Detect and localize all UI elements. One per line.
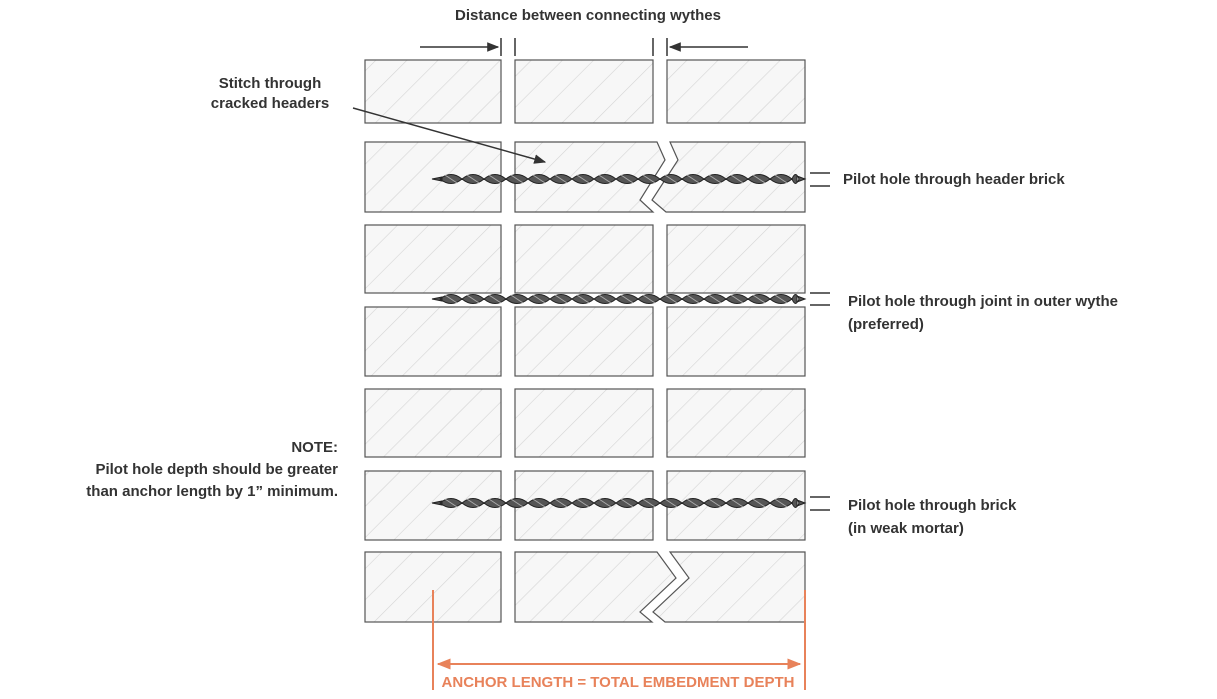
stitch-arrow — [352, 107, 547, 164]
brick-wall — [364, 59, 806, 623]
note: NOTE: — [291, 439, 338, 456]
embed-limits — [432, 590, 806, 690]
brick — [514, 59, 654, 124]
title: Distance between connecting wythes — [455, 7, 721, 24]
callout: (preferred) — [848, 316, 924, 333]
anchor-twist — [444, 294, 788, 304]
note: Pilot hole depth should be greater — [95, 461, 338, 478]
brick — [364, 306, 502, 377]
callout: Pilot hole through header brick — [843, 171, 1065, 188]
callout: Pilot hole through joint in outer wythe — [848, 293, 1118, 310]
callout: cracked headers — [211, 95, 329, 112]
anchor-twist — [444, 174, 788, 184]
helical-anchor — [431, 294, 807, 304]
brick — [514, 306, 654, 377]
pilot-dashes — [810, 172, 830, 511]
callout: (in weak mortar) — [848, 520, 964, 537]
brick — [666, 224, 806, 294]
wythe-ticks — [500, 38, 668, 56]
wythe-arrows — [420, 38, 748, 56]
anchors — [431, 174, 807, 508]
brick — [666, 388, 806, 458]
brick — [364, 388, 502, 458]
brick — [666, 306, 806, 377]
brick — [514, 224, 654, 294]
brick — [364, 59, 502, 124]
brick-crack-left — [514, 551, 677, 623]
brick — [666, 59, 806, 124]
brick-crack-right — [652, 551, 806, 623]
callout: Stitch through — [219, 75, 321, 92]
brick — [364, 224, 502, 294]
brick — [514, 388, 654, 458]
callout: Pilot hole through brick — [848, 497, 1017, 514]
footer-label: ANCHOR LENGTH = TOTAL EMBEDMENT DEPTH — [442, 674, 795, 691]
note: than anchor length by 1” minimum. — [86, 483, 338, 500]
anchor-twist — [444, 498, 788, 508]
